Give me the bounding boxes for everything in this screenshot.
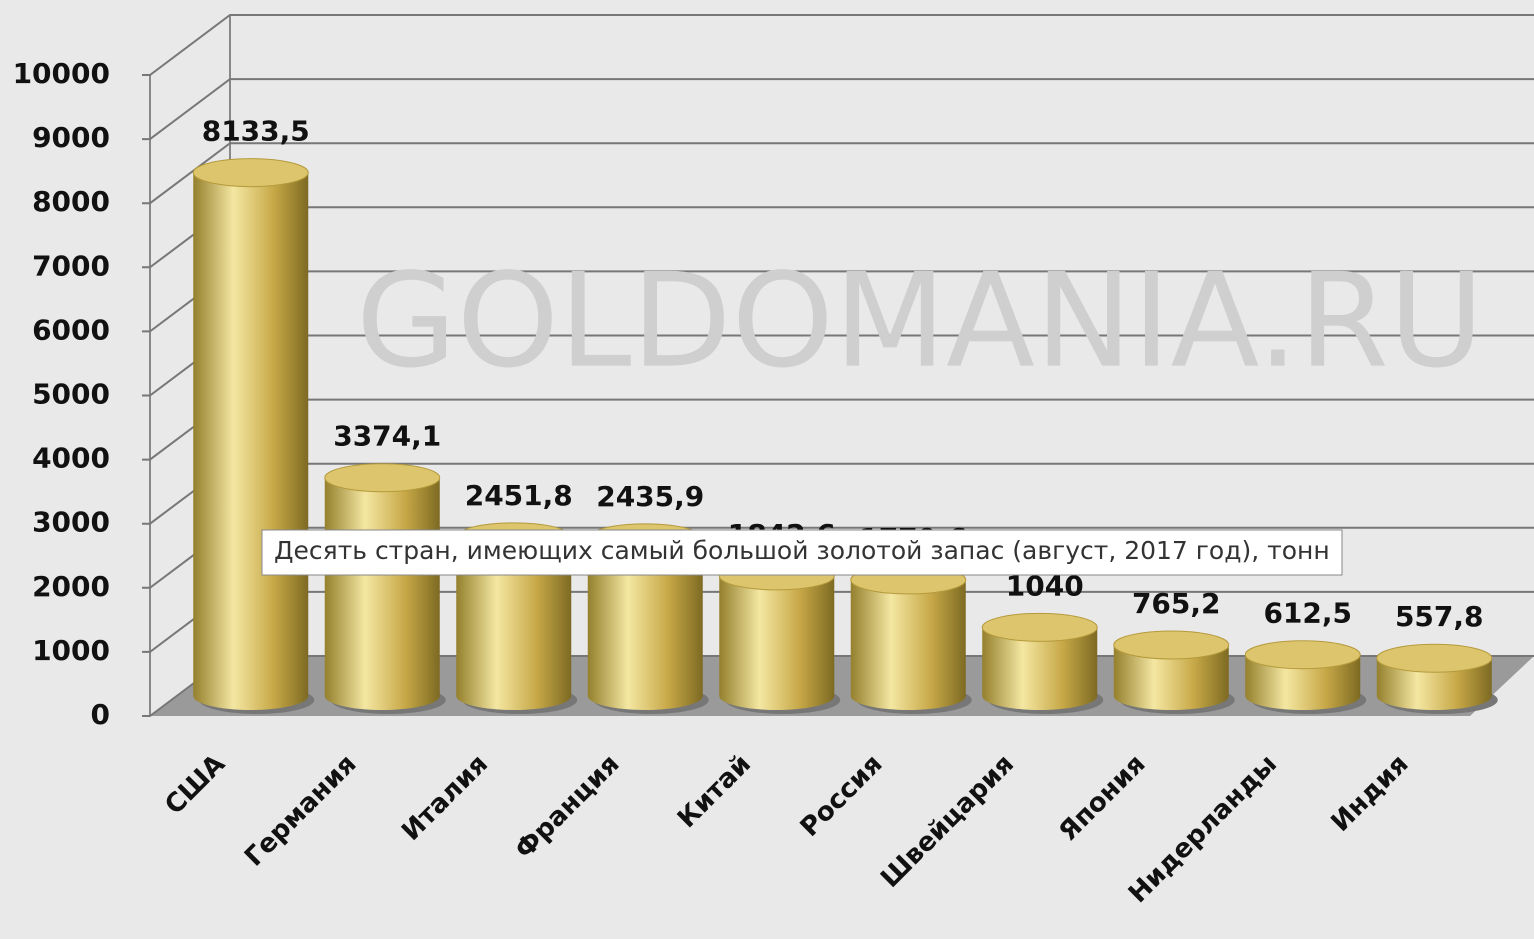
grid-line <box>142 334 1534 397</box>
value-label: 3374,1 <box>333 420 441 453</box>
tooltip: Десять стран, имеющих самый большой золо… <box>261 529 1343 576</box>
grid-line <box>142 206 1534 269</box>
bar-top <box>324 463 441 493</box>
value-label: 2435,9 <box>596 480 704 513</box>
tooltip-box <box>261 529 1343 576</box>
bar <box>719 575 835 710</box>
grid-line <box>142 14 1534 76</box>
bar <box>587 537 703 710</box>
y-tick-label: 3000 <box>32 506 110 539</box>
grid-line <box>142 78 1534 141</box>
tooltip-text: Десять стран, имеющих самый большой золо… <box>274 536 1330 565</box>
grid-line <box>142 270 1534 333</box>
grid-line <box>142 142 1534 205</box>
y-tick-label: 6000 <box>32 313 110 346</box>
watermark: GOLDOMANIA.RU <box>356 245 1484 397</box>
value-label: 8133,5 <box>202 115 310 148</box>
bar <box>1245 654 1361 710</box>
bar-top <box>1113 630 1230 660</box>
bar-top <box>1244 640 1361 670</box>
value-label: 557,8 <box>1395 600 1484 633</box>
bar <box>456 536 572 710</box>
grid-line <box>142 398 1534 461</box>
bar <box>982 627 1098 710</box>
y-tick-label: 4000 <box>32 442 110 475</box>
y-tick-label: 7000 <box>32 249 110 282</box>
bar <box>1376 658 1492 710</box>
value-label: 612,5 <box>1263 597 1352 630</box>
y-tick-label: 2000 <box>32 570 110 603</box>
bar <box>324 477 440 710</box>
bar <box>1113 644 1229 710</box>
bar <box>193 172 309 711</box>
grid-line <box>142 526 1534 589</box>
y-tick-label: 0 <box>91 698 110 731</box>
y-tick-label: 1000 <box>32 634 110 667</box>
value-label: 2451,8 <box>465 479 573 512</box>
bar-top <box>192 158 309 188</box>
bar-top <box>1376 643 1493 673</box>
bar-top <box>981 612 1098 642</box>
grid-line <box>142 462 1534 525</box>
y-tick-label: 5000 <box>32 378 110 411</box>
value-label: 765,2 <box>1132 587 1221 620</box>
bar <box>850 579 966 710</box>
y-tick-label: 9000 <box>32 121 110 154</box>
y-tick-label: 8000 <box>32 185 110 218</box>
y-tick-label: 10000 <box>13 57 110 90</box>
